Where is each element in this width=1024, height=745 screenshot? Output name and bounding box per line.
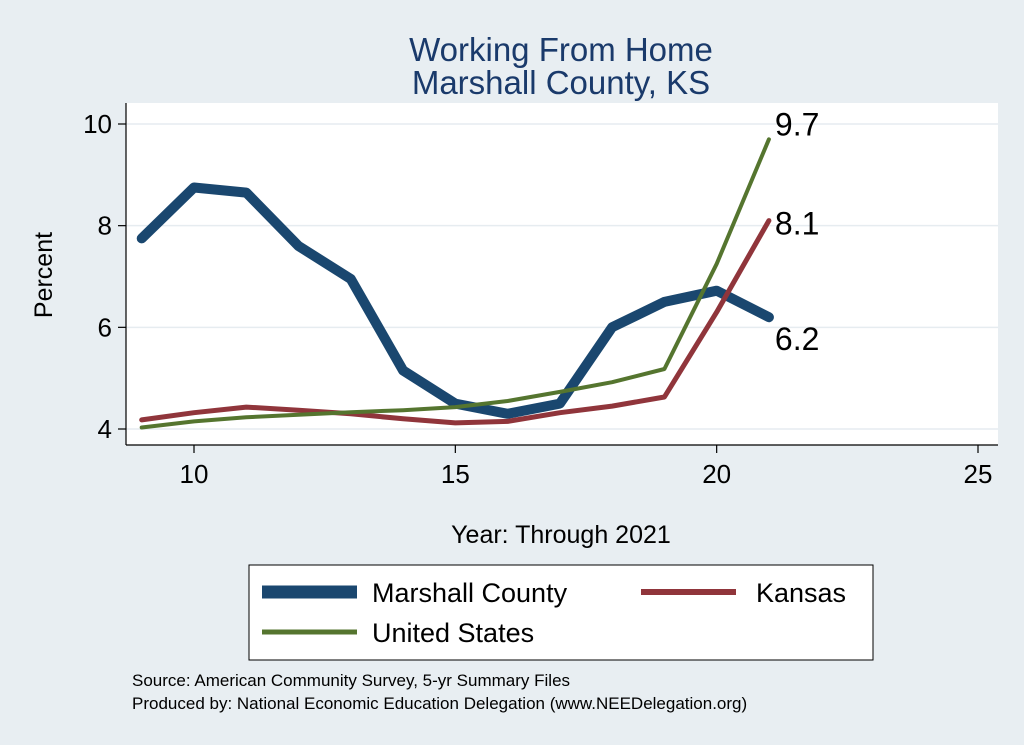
end-label-kansas: 8.1 [775,206,819,242]
plot-area [126,103,998,445]
source-note: Source: American Community Survey, 5-yr … [132,671,570,690]
series-line-marshall-county [136,182,774,419]
y-axis-label: Percent [30,232,58,318]
legend: Marshall County Kansas United States [248,564,874,661]
y-tick-label-10: 10 [83,109,112,139]
legend-label-kansas: Kansas [756,578,846,608]
legend-box [248,564,874,661]
end-label-marshall-county: 6.2 [775,321,819,357]
y-tick-label-8: 8 [98,211,112,241]
x-tick-label-10: 10 [180,459,209,489]
end-labels: 6.2 8.1 9.7 [775,106,819,357]
chart-title-line-2: Marshall County, KS [412,64,710,101]
producer-note: Produced by: National Economic Education… [132,694,747,713]
chart-title-line-1: Working From Home [409,31,713,68]
y-tick-label-4: 4 [98,414,112,444]
x-tick-label-20: 20 [702,459,731,489]
legend-label-united-states: United States [372,618,534,648]
end-label-united-states: 9.7 [775,106,819,142]
x-tick-label-15: 15 [441,459,470,489]
series-lines [136,137,774,430]
x-axis-label: Year: Through 2021 [451,521,671,549]
legend-label-marshall-county: Marshall County [372,578,568,608]
x-tick-label-25: 25 [964,459,993,489]
y-tick-label-6: 6 [98,312,112,342]
series-line-kansas [139,218,772,426]
grid-lines [126,123,998,430]
axes [125,103,998,446]
ticks: 4 6 8 10 10 15 20 25 [83,109,992,489]
series-line-united-states [139,137,771,430]
